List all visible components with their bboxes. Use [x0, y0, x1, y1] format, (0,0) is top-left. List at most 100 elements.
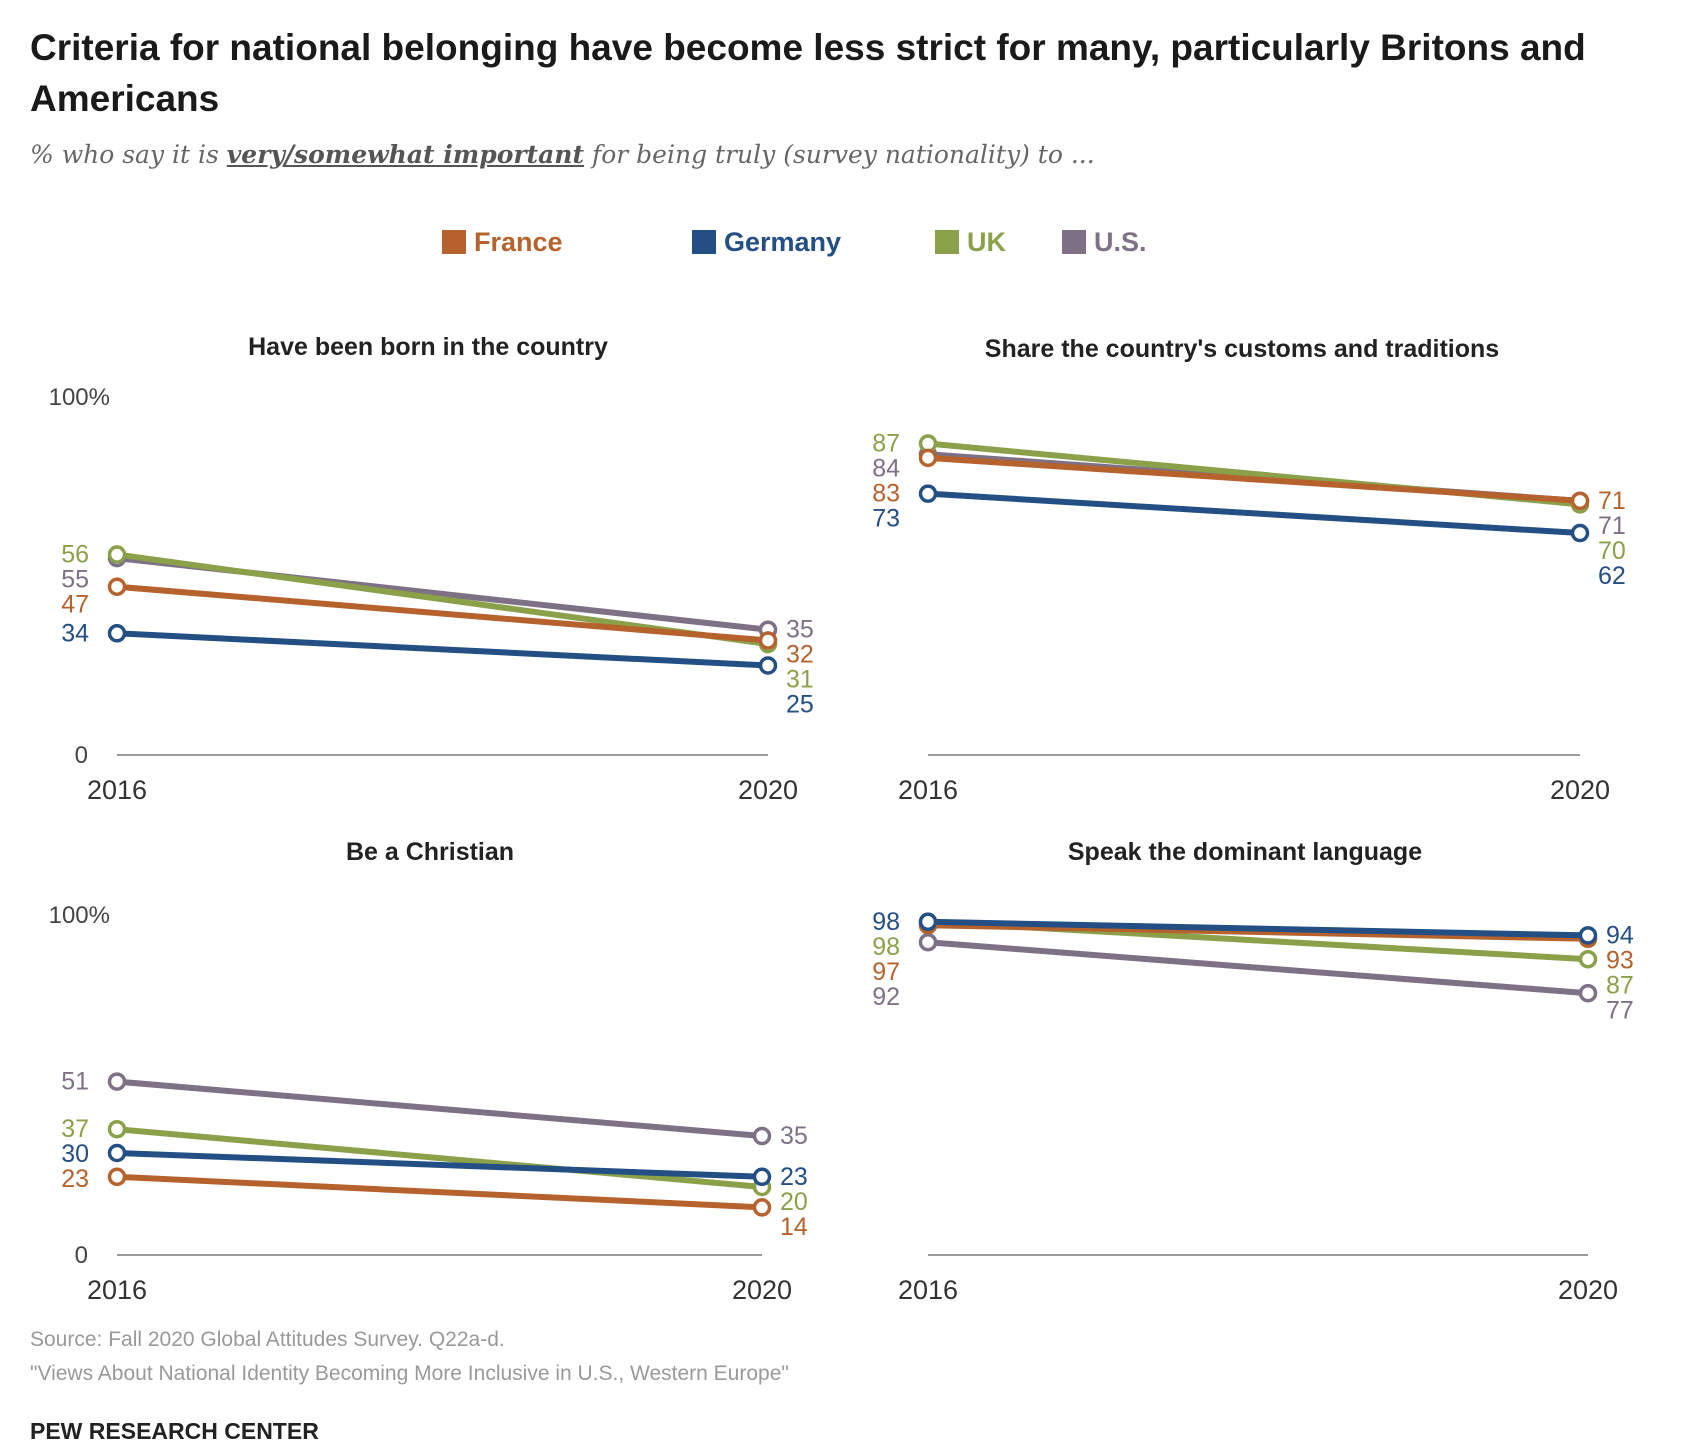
panel-4-label-uk-2016: 98	[872, 933, 900, 961]
panel-1-line-france	[114, 583, 771, 644]
panel-1-point-uk-2016	[107, 545, 127, 564]
panel-4-label-germany-2020: 94	[1606, 921, 1634, 949]
panel-1-label-uk-2016: 56	[61, 541, 89, 569]
panel-4-label-u-s-2020: 77	[1606, 996, 1634, 1024]
panel-2-label-france-2020: 71	[1598, 487, 1626, 515]
legend-swatch-uk	[935, 230, 959, 254]
panel-3-ytick-100: 100%	[49, 902, 110, 929]
panel-3-label-france-2020: 14	[780, 1213, 808, 1241]
panel-3-line-germany	[114, 1150, 765, 1180]
panel-4-point-u-s-2016	[918, 932, 938, 952]
panel-1-xtick-2016: 2016	[87, 775, 147, 805]
panel-1-label-france-2016: 47	[61, 591, 89, 619]
panel-2-xtick-2020: 2020	[1550, 775, 1610, 805]
legend-item-france: France	[442, 225, 563, 259]
panel-3-xtick-2020: 2020	[732, 1275, 792, 1305]
panel-1-label-germany-2020: 25	[786, 691, 814, 719]
panel-1-xtick-2020: 2020	[738, 775, 798, 805]
panel-2-xtick-2016: 2016	[898, 775, 958, 805]
panel-1-label-uk-2020: 31	[786, 666, 814, 694]
panel-3-point-france-2016	[107, 1167, 127, 1187]
panel-2-label-uk-2020: 70	[1598, 537, 1626, 565]
panel-4-title: Speak the dominant language	[1068, 838, 1422, 866]
panel-4-xtick-2020: 2020	[1558, 1275, 1618, 1305]
panel-3-point-germany-2020	[752, 1167, 772, 1187]
subtitle-suffix: for being truly (survey nationality) to …	[584, 140, 1095, 169]
panel-1-point-germany-2016	[107, 624, 127, 643]
panel-4-label-u-s-2016: 92	[872, 983, 900, 1011]
panel-1-label-france-2020: 32	[786, 641, 814, 669]
panel-1-line-germany	[114, 630, 771, 669]
panel-3-label-u-s-2020: 35	[780, 1122, 808, 1150]
panel-1-point-france-2020	[758, 631, 778, 650]
panel-4-xtick-2016: 2016	[898, 1275, 958, 1305]
legend-label-us: U.S.	[1094, 226, 1147, 257]
report-note: "Views About National Identity Becoming …	[30, 1362, 789, 1385]
panel-3-label-germany-2020: 23	[780, 1163, 808, 1191]
panel-3-label-germany-2016: 30	[61, 1140, 89, 1168]
panel-1-label-u-s-2020: 35	[786, 616, 814, 644]
panel-4-point-germany-2016	[918, 912, 938, 932]
panel-3-label-uk-2020: 20	[780, 1188, 808, 1216]
panel-2-label-u-s-2020: 71	[1598, 512, 1626, 540]
panel-2-label-germany-2020: 62	[1598, 562, 1626, 590]
panel-3-ytick-0: 0	[75, 1242, 88, 1269]
panel-4-point-uk-2020	[1578, 949, 1598, 969]
panel-2-label-uk-2016: 87	[872, 430, 900, 458]
panel-4-label-uk-2020: 87	[1606, 971, 1634, 999]
panel-3-line-uk	[114, 1126, 765, 1190]
legend-swatch-us	[1062, 230, 1086, 254]
panel-1-point-germany-2020	[758, 656, 778, 675]
panel-4-line-u-s	[925, 939, 1591, 997]
subtitle-emphasis: very/somewhat important	[226, 140, 585, 169]
legend-label-uk: UK	[967, 226, 1006, 257]
panel-2-line-france	[925, 454, 1583, 504]
panel-1-ytick-0: 0	[75, 742, 88, 769]
panel-3-label-france-2016: 23	[61, 1165, 89, 1193]
panel-2-point-germany-2020	[1570, 523, 1590, 543]
panel-2-point-france-2020	[1570, 491, 1590, 511]
panel-1-label-germany-2016: 34	[61, 619, 89, 647]
legend-label-germany: Germany	[724, 226, 842, 257]
chart-subtitle: % who say it is very/somewhat important …	[30, 140, 1095, 169]
panel-2-label-france-2016: 83	[872, 480, 900, 508]
panel-2-label-u-s-2016: 84	[872, 455, 900, 483]
panel-3-point-u-s-2016	[107, 1072, 127, 1091]
panel-3-point-germany-2016	[107, 1143, 127, 1163]
panel-4-label-germany-2016: 98	[872, 908, 900, 936]
panel-4-point-u-s-2020	[1578, 983, 1598, 1003]
subtitle-prefix: % who say it is	[30, 140, 227, 169]
legend-item-uk: UK	[935, 225, 1006, 259]
panel-2-point-france-2016	[918, 448, 938, 468]
chart-title: Criteria for national belonging have bec…	[30, 27, 1586, 119]
org-name: PEW RESEARCH CENTER	[30, 1418, 319, 1444]
panel-3-point-uk-2016	[107, 1119, 127, 1139]
legend-swatch-germany	[692, 230, 716, 254]
panel-3-line-france	[114, 1173, 765, 1211]
panel-1-title: Have been born in the country	[248, 333, 608, 361]
panel-1-ytick-100: 100%	[49, 384, 110, 411]
legend-item-us: U.S.	[1062, 225, 1147, 259]
panel-1-point-france-2016	[107, 577, 127, 596]
panel-3-line-u-s	[114, 1078, 765, 1139]
panel-4-line-france	[925, 922, 1591, 942]
panel-4-line-germany	[925, 918, 1591, 939]
panel-2-label-germany-2016: 73	[872, 505, 900, 533]
panel-3-xtick-2016: 2016	[87, 1275, 147, 1305]
panel-2-title: Share the country's customs and traditio…	[985, 335, 1499, 363]
panel-4-label-france-2020: 93	[1606, 946, 1634, 974]
source-note: Source: Fall 2020 Global Attitudes Surve…	[30, 1328, 505, 1351]
panel-3-point-u-s-2020	[752, 1126, 772, 1146]
panel-1-label-u-s-2016: 55	[61, 566, 89, 594]
panel-3-label-u-s-2016: 51	[61, 1068, 89, 1096]
panel-3-label-uk-2016: 37	[61, 1115, 89, 1143]
legend-label-france: France	[474, 226, 563, 257]
legend-item-germany: Germany	[692, 225, 841, 259]
panel-2-point-germany-2016	[918, 484, 938, 503]
panel-3-title: Be a Christian	[346, 838, 514, 866]
panel-3-point-france-2020	[752, 1198, 772, 1217]
legend-swatch-france	[442, 230, 466, 254]
panel-4-point-germany-2020	[1578, 926, 1598, 945]
panel-2-line-germany	[925, 490, 1583, 537]
